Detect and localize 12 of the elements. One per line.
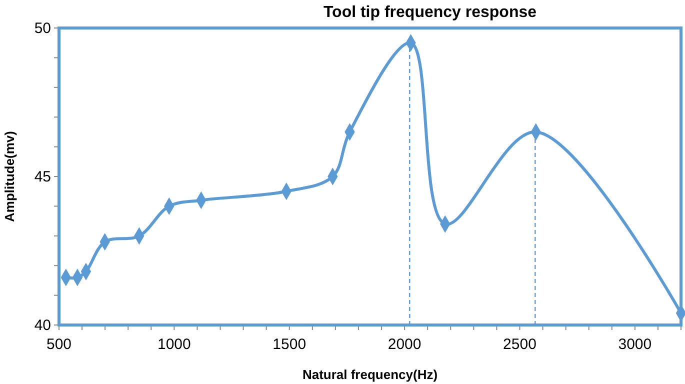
x-axis-title: Natural frequency(Hz) [302, 367, 438, 382]
x-tick-label: 2000 [388, 336, 422, 353]
y-tick-label: 50 [34, 20, 51, 37]
y-tick-label: 45 [34, 168, 51, 186]
x-tick-label: 500 [46, 336, 72, 353]
chart-title: Tool tip frequency response [323, 4, 537, 21]
x-tick-label: 1500 [272, 336, 306, 353]
x-tick-label: 1000 [158, 336, 191, 353]
x-tick-label: 3000 [618, 336, 652, 353]
y-tick-label: 40 [34, 317, 51, 334]
y-axis-title: Amplitude(mv) [2, 131, 17, 222]
x-tick-label: 2500 [503, 336, 536, 353]
